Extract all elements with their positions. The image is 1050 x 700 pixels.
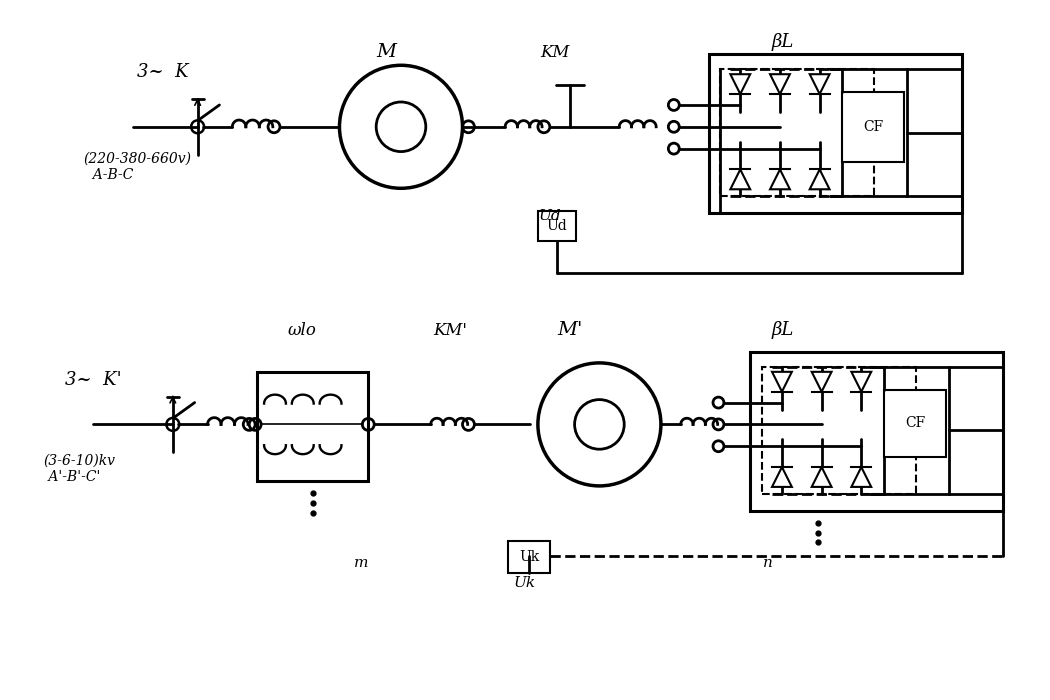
Bar (720, 69, 875, 196)
Polygon shape (770, 74, 790, 94)
Bar (257, 372, 369, 481)
Bar (709, 55, 962, 213)
Bar (762, 367, 916, 494)
Text: CF: CF (905, 416, 925, 430)
Bar (750, 352, 1003, 511)
Text: Uk: Uk (519, 550, 539, 564)
Text: M: M (376, 43, 396, 62)
Text: Uk: Uk (513, 576, 537, 590)
Text: KM': KM' (434, 322, 467, 339)
Text: n: n (763, 556, 773, 570)
Polygon shape (810, 74, 830, 94)
Text: m: m (354, 556, 369, 570)
Text: (220-380-660v)
  A-B-C: (220-380-660v) A-B-C (84, 151, 191, 181)
Text: (3-6-10)kv
 A'-B'-C': (3-6-10)kv A'-B'-C' (44, 454, 116, 484)
Text: Ud: Ud (546, 219, 567, 233)
Text: M': M' (556, 321, 583, 340)
Text: βL: βL (772, 34, 794, 52)
Polygon shape (772, 372, 792, 392)
Polygon shape (812, 372, 832, 392)
Polygon shape (812, 467, 832, 487)
Polygon shape (772, 467, 792, 487)
Polygon shape (770, 169, 790, 189)
Polygon shape (731, 169, 750, 189)
Text: βL: βL (772, 321, 794, 340)
Polygon shape (852, 467, 872, 487)
Bar (508, 542, 550, 573)
Text: 3~  K: 3~ K (138, 63, 189, 81)
Text: Ud: Ud (539, 209, 561, 223)
Bar (842, 92, 904, 162)
Text: KM: KM (540, 44, 569, 61)
Bar (884, 390, 946, 457)
Polygon shape (810, 169, 830, 189)
Polygon shape (852, 372, 872, 392)
Text: ωlo: ωlo (288, 322, 316, 339)
Text: CF: CF (863, 120, 883, 134)
Polygon shape (731, 74, 750, 94)
Bar (538, 211, 575, 241)
Text: 3~  K': 3~ K' (65, 371, 122, 388)
